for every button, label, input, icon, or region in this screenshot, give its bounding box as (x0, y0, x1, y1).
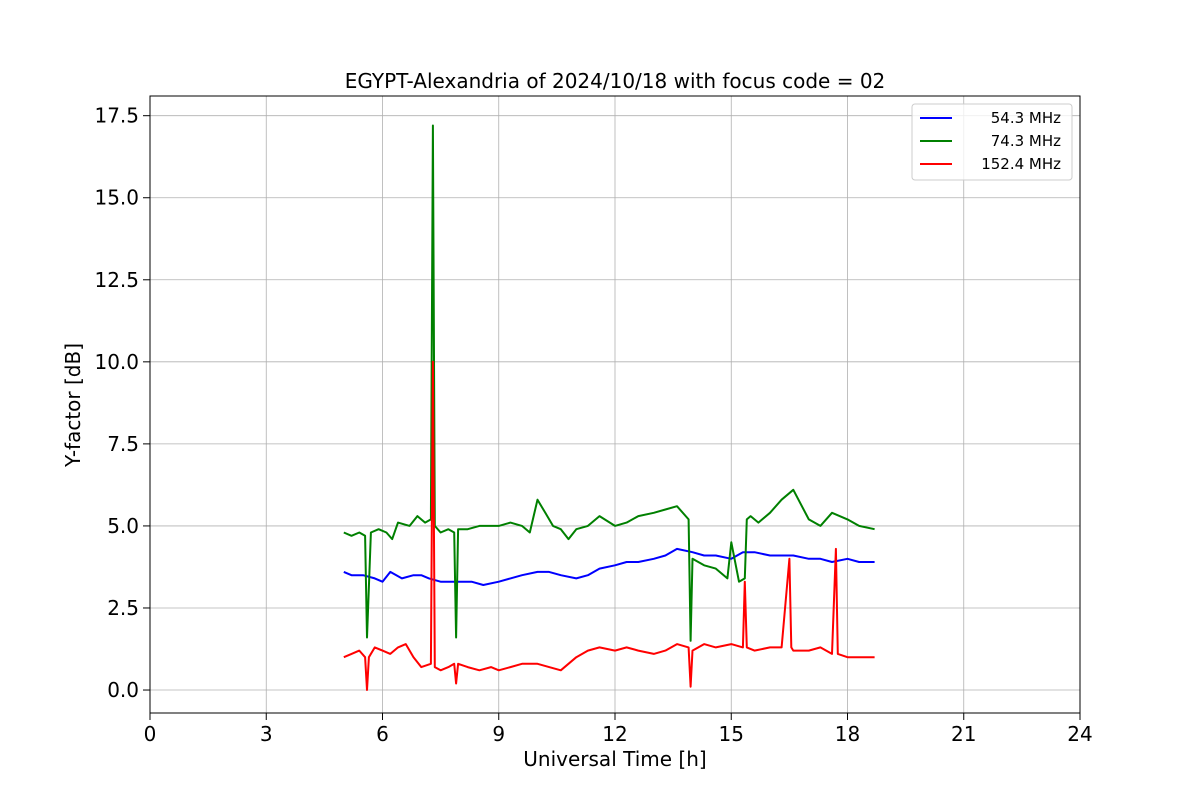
series-line-152-4-mhz (343, 360, 875, 691)
y-axis-label: Y-factor [dB] (61, 343, 85, 468)
series-line-74-3-mhz (343, 124, 875, 642)
x-tick-label: 21 (951, 722, 976, 746)
y-axis: 0.0 2.5 5.0 7.5 10.0 12.5 15.0 17.5 (94, 104, 150, 702)
x-axis-label: Universal Time [h] (523, 747, 706, 771)
legend: 54.3 MHz 74.3 MHz 152.4 MHz (911, 103, 1073, 181)
x-tick-label: 12 (602, 722, 627, 746)
legend-label: 54.3 MHz (991, 109, 1061, 127)
legend-box (911, 103, 1073, 181)
y-tick-label: 15.0 (94, 186, 139, 210)
x-tick-label: 24 (1067, 722, 1092, 746)
x-tick-label: 3 (260, 722, 273, 746)
y-tick-label: 5.0 (107, 514, 139, 538)
y-tick-label: 2.5 (107, 596, 139, 620)
x-tick-label: 0 (144, 722, 157, 746)
y-tick-label: 12.5 (94, 268, 139, 292)
x-tick-label: 6 (376, 722, 389, 746)
y-tick-label: 17.5 (94, 104, 139, 128)
legend-label: 74.3 MHz (991, 132, 1061, 150)
x-tick-label: 18 (835, 722, 860, 746)
y-tick-label: 7.5 (107, 432, 139, 456)
y-tick-label: 10.0 (94, 350, 139, 374)
x-axis: 0 3 6 9 12 15 18 21 24 (144, 713, 1093, 746)
y-tick-label: 0.0 (107, 678, 139, 702)
series-line-54-3-mhz (343, 547, 875, 586)
x-tick-label: 9 (492, 722, 505, 746)
x-tick-label: 15 (719, 722, 744, 746)
legend-label: 152.4 MHz (981, 155, 1061, 173)
chart-title: EGYPT-Alexandria of 2024/10/18 with focu… (345, 69, 886, 93)
series-layer (343, 124, 875, 691)
